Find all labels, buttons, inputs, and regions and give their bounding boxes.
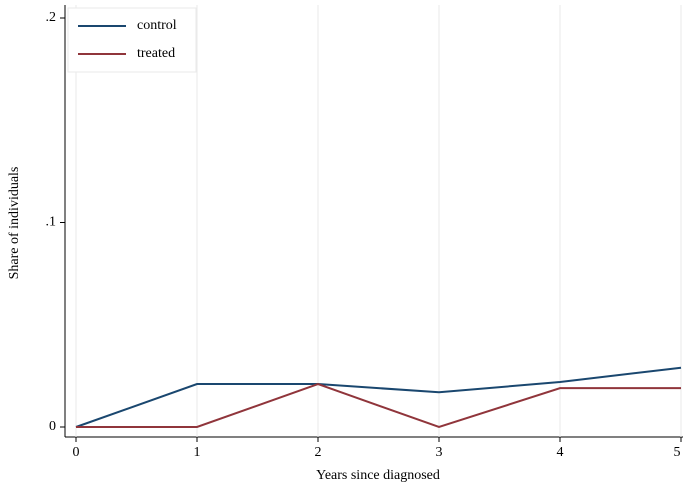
series-line [75,366,682,428]
y-tick-label: .2 [46,10,57,25]
x-tick-label: 3 [436,445,443,460]
y-axis-label: Share of individuals [7,167,22,280]
series-line [76,382,681,429]
y-tick-label: 0 [49,419,56,434]
y-tick-label: .1 [46,215,57,230]
x-tick-label: 4 [557,445,564,460]
legend-box [67,7,197,73]
x-axis-label: Years since diagnosed [316,468,440,483]
x-tick-label: 1 [194,445,201,460]
x-tick-label: 5 [674,445,681,460]
legend-label: treated [137,46,175,61]
legend-label: control [137,18,177,33]
x-tick-label: 0 [73,445,80,460]
x-tick-label: 2 [315,445,322,460]
